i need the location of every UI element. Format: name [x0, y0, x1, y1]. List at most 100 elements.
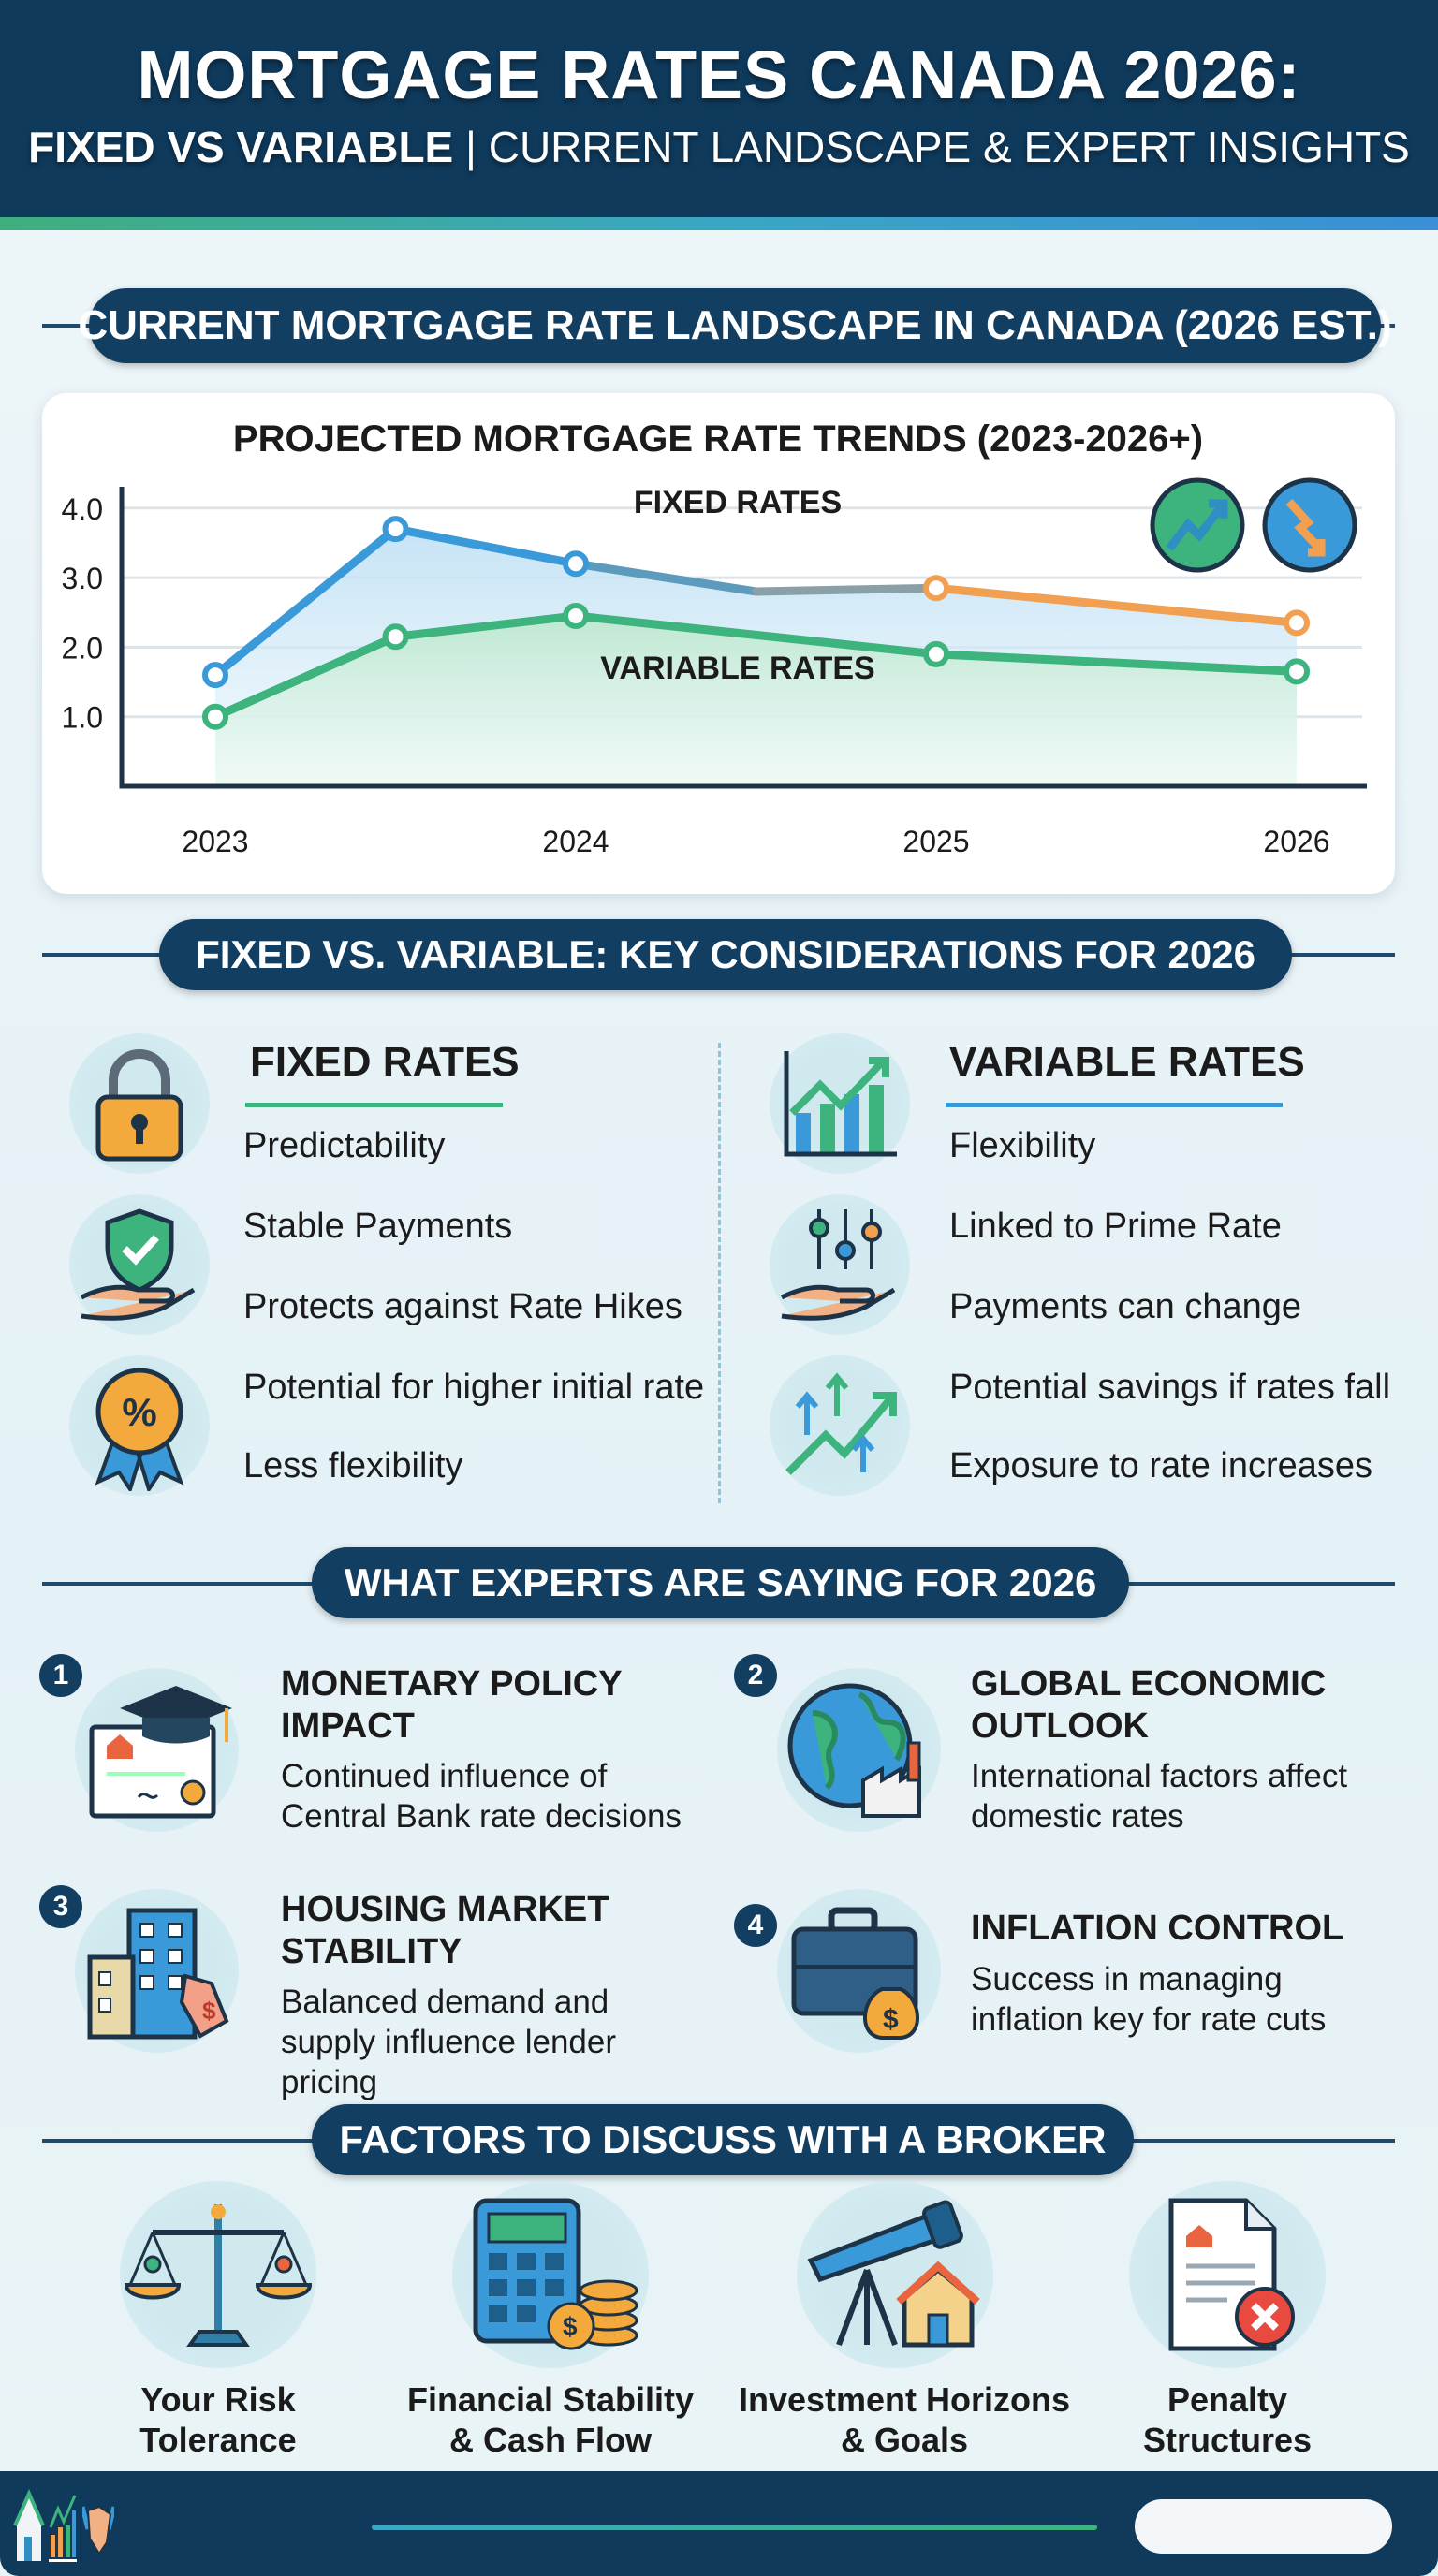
fixed-rates-point	[382, 516, 409, 543]
variable-rates-line-segment	[211, 632, 400, 722]
footer-pill	[1135, 2499, 1392, 2554]
expert-description: Success in managing inflation key for ra…	[971, 1961, 1327, 2038]
growth-chart-icon	[49, 2495, 77, 2562]
telescope-house-icon	[797, 2181, 993, 2368]
fixed-rates-line-segment	[571, 559, 760, 596]
y-tick-label: 2.0	[62, 631, 103, 665]
section-heading-considerations: FIXED VS. VARIABLE: KEY CONSIDERATIONS F…	[159, 919, 1292, 990]
footer-progress-line	[372, 2525, 1097, 2530]
briefcase-money-icon: $	[777, 1889, 941, 2053]
fixed-rates-point	[563, 550, 589, 578]
scales-icon	[120, 2181, 316, 2368]
section-heading-landscape: CURRENT MORTGAGE RATE LANDSCAPE IN CANAD…	[78, 288, 1392, 363]
fixed-rates-line-segment	[391, 524, 580, 568]
header-banner: MORTGAGE RATES CANADA 2026: FIXED VS VAR…	[0, 0, 1438, 217]
fixed-item: Stable Payments	[243, 1207, 513, 1246]
expert-description: Continued influence of Central Bank rate…	[281, 1758, 682, 1835]
padlock-icon	[69, 1033, 210, 1174]
factor-label: Investment Horizons & Goals	[738, 2380, 1071, 2459]
chart-axes	[119, 487, 1367, 789]
building-tag-icon: $	[75, 1889, 239, 2053]
y-tick-label: 3.0	[62, 562, 103, 595]
expert-description: Balanced demand and supply influence len…	[281, 1983, 617, 2100]
variable-rates-point	[1284, 658, 1310, 685]
expert-number-badge: 2	[734, 1654, 777, 1697]
variable-rates-point	[382, 623, 409, 651]
variable-rates-line-segment	[391, 611, 580, 641]
x-tick-label: 2023	[182, 825, 248, 858]
factor-label: Your Risk Tolerance	[139, 2380, 297, 2459]
expert-title: INFLATION CONTROL	[971, 1909, 1344, 1948]
handshake-icon	[82, 2505, 114, 2555]
variable-title-underline	[946, 1103, 1283, 1107]
variable-rates-line-segment	[932, 650, 1301, 676]
svg-text:$: $	[563, 2312, 578, 2341]
fixed-rates-line-segment	[752, 583, 941, 596]
footer-bar	[0, 2471, 1438, 2576]
variable-item: Exposure to rate increases	[949, 1446, 1373, 1486]
fixed-title-underline	[245, 1103, 503, 1107]
bar-chart-up-icon	[770, 1033, 910, 1174]
fixed-rates-title: FIXED RATES	[250, 1039, 520, 1085]
fixed-rates-point	[202, 662, 228, 689]
expert-title: HOUSING MARKET STABILITY	[281, 1890, 609, 1971]
variable-rates-line-segment	[571, 611, 941, 659]
section-heading-experts: WHAT EXPERTS ARE SAYING FOR 2026	[312, 1547, 1129, 1618]
y-tick-label: 1.0	[62, 701, 103, 735]
variable-item: Payments can change	[949, 1287, 1302, 1326]
expert-number-badge: 4	[734, 1904, 777, 1947]
page-subtitle: FIXED VS VARIABLE | CURRENT LANDSCAPE & …	[28, 123, 1410, 171]
rate-trend-chart: PROJECTED MORTGAGE RATE TRENDS (2023-202…	[62, 418, 1367, 858]
fixed-rates-series-label: FIXED RATES	[634, 485, 842, 520]
variable-item: Potential savings if rates fall	[949, 1368, 1391, 1407]
diploma-cap-icon	[75, 1668, 239, 1832]
variable-rates-title: VARIABLE RATES	[949, 1039, 1305, 1085]
percent-medal-icon: %	[69, 1355, 210, 1496]
house-icon	[13, 2489, 45, 2561]
trend-down-icon-arrow	[1285, 498, 1327, 557]
chart-title: PROJECTED MORTGAGE RATE TRENDS (2023-202…	[233, 418, 1203, 460]
svg-text:%: %	[122, 1390, 156, 1434]
fixed-rates-line-segment	[211, 524, 400, 680]
x-tick-label: 2025	[902, 825, 969, 858]
variable-rates-series-label: VARIABLE RATES	[600, 651, 874, 686]
expert-title: GLOBAL ECONOMIC OUTLOOK	[971, 1664, 1327, 1746]
arrows-up-icon	[770, 1355, 910, 1496]
section-heading-broker: FACTORS TO DISCUSS WITH A BROKER	[312, 2104, 1134, 2175]
factor-label: Financial Stability & Cash Flow	[406, 2380, 695, 2459]
variable-rates-point	[923, 640, 949, 667]
page-title: MORTGAGE RATES CANADA 2026:	[137, 38, 1301, 113]
expert-title: MONETARY POLICY IMPACT	[281, 1664, 622, 1746]
factor-label: Penalty Structures	[1142, 2380, 1313, 2459]
trend-up-icon-circle	[1150, 477, 1245, 573]
variable-rates-point	[202, 703, 228, 730]
fixed-item: Protects against Rate Hikes	[243, 1287, 682, 1326]
document-x-icon	[1129, 2181, 1326, 2368]
shield-hand-icon	[69, 1194, 210, 1335]
trend-up-icon-arrow	[1166, 499, 1228, 551]
trend-down-icon	[1262, 477, 1357, 573]
globe-factory-icon	[777, 1668, 941, 1832]
sliders-hand-icon	[770, 1194, 910, 1335]
expert-number-badge: 3	[39, 1885, 82, 1928]
expert-number-badge: 1	[39, 1654, 82, 1697]
fixed-rates-line-segment	[932, 583, 1301, 627]
trend-up-icon	[1150, 477, 1245, 573]
fixed-rates-point	[1284, 609, 1310, 637]
chart-card: PROJECTED MORTGAGE RATE TRENDS (2023-202…	[42, 393, 1395, 894]
variable-rates-point	[563, 602, 589, 629]
header-accent-stripe	[0, 217, 1438, 230]
y-tick-label: 4.0	[62, 492, 103, 526]
fixed-rates-point	[923, 575, 949, 602]
variable-rates-area	[215, 615, 1297, 786]
variable-item: Flexibility	[949, 1126, 1096, 1165]
fixed-item: Predictability	[243, 1126, 446, 1165]
calculator-coins-icon: $	[452, 2181, 649, 2368]
x-tick-label: 2026	[1263, 825, 1329, 858]
svg-text:$: $	[202, 1997, 216, 2025]
fixed-item: Potential for higher initial rate	[243, 1368, 705, 1407]
column-divider	[718, 1043, 721, 1503]
fixed-item: Less flexibility	[243, 1446, 463, 1486]
expert-description: International factors affect domestic ra…	[971, 1758, 1348, 1835]
svg-text:$: $	[883, 2004, 899, 2035]
